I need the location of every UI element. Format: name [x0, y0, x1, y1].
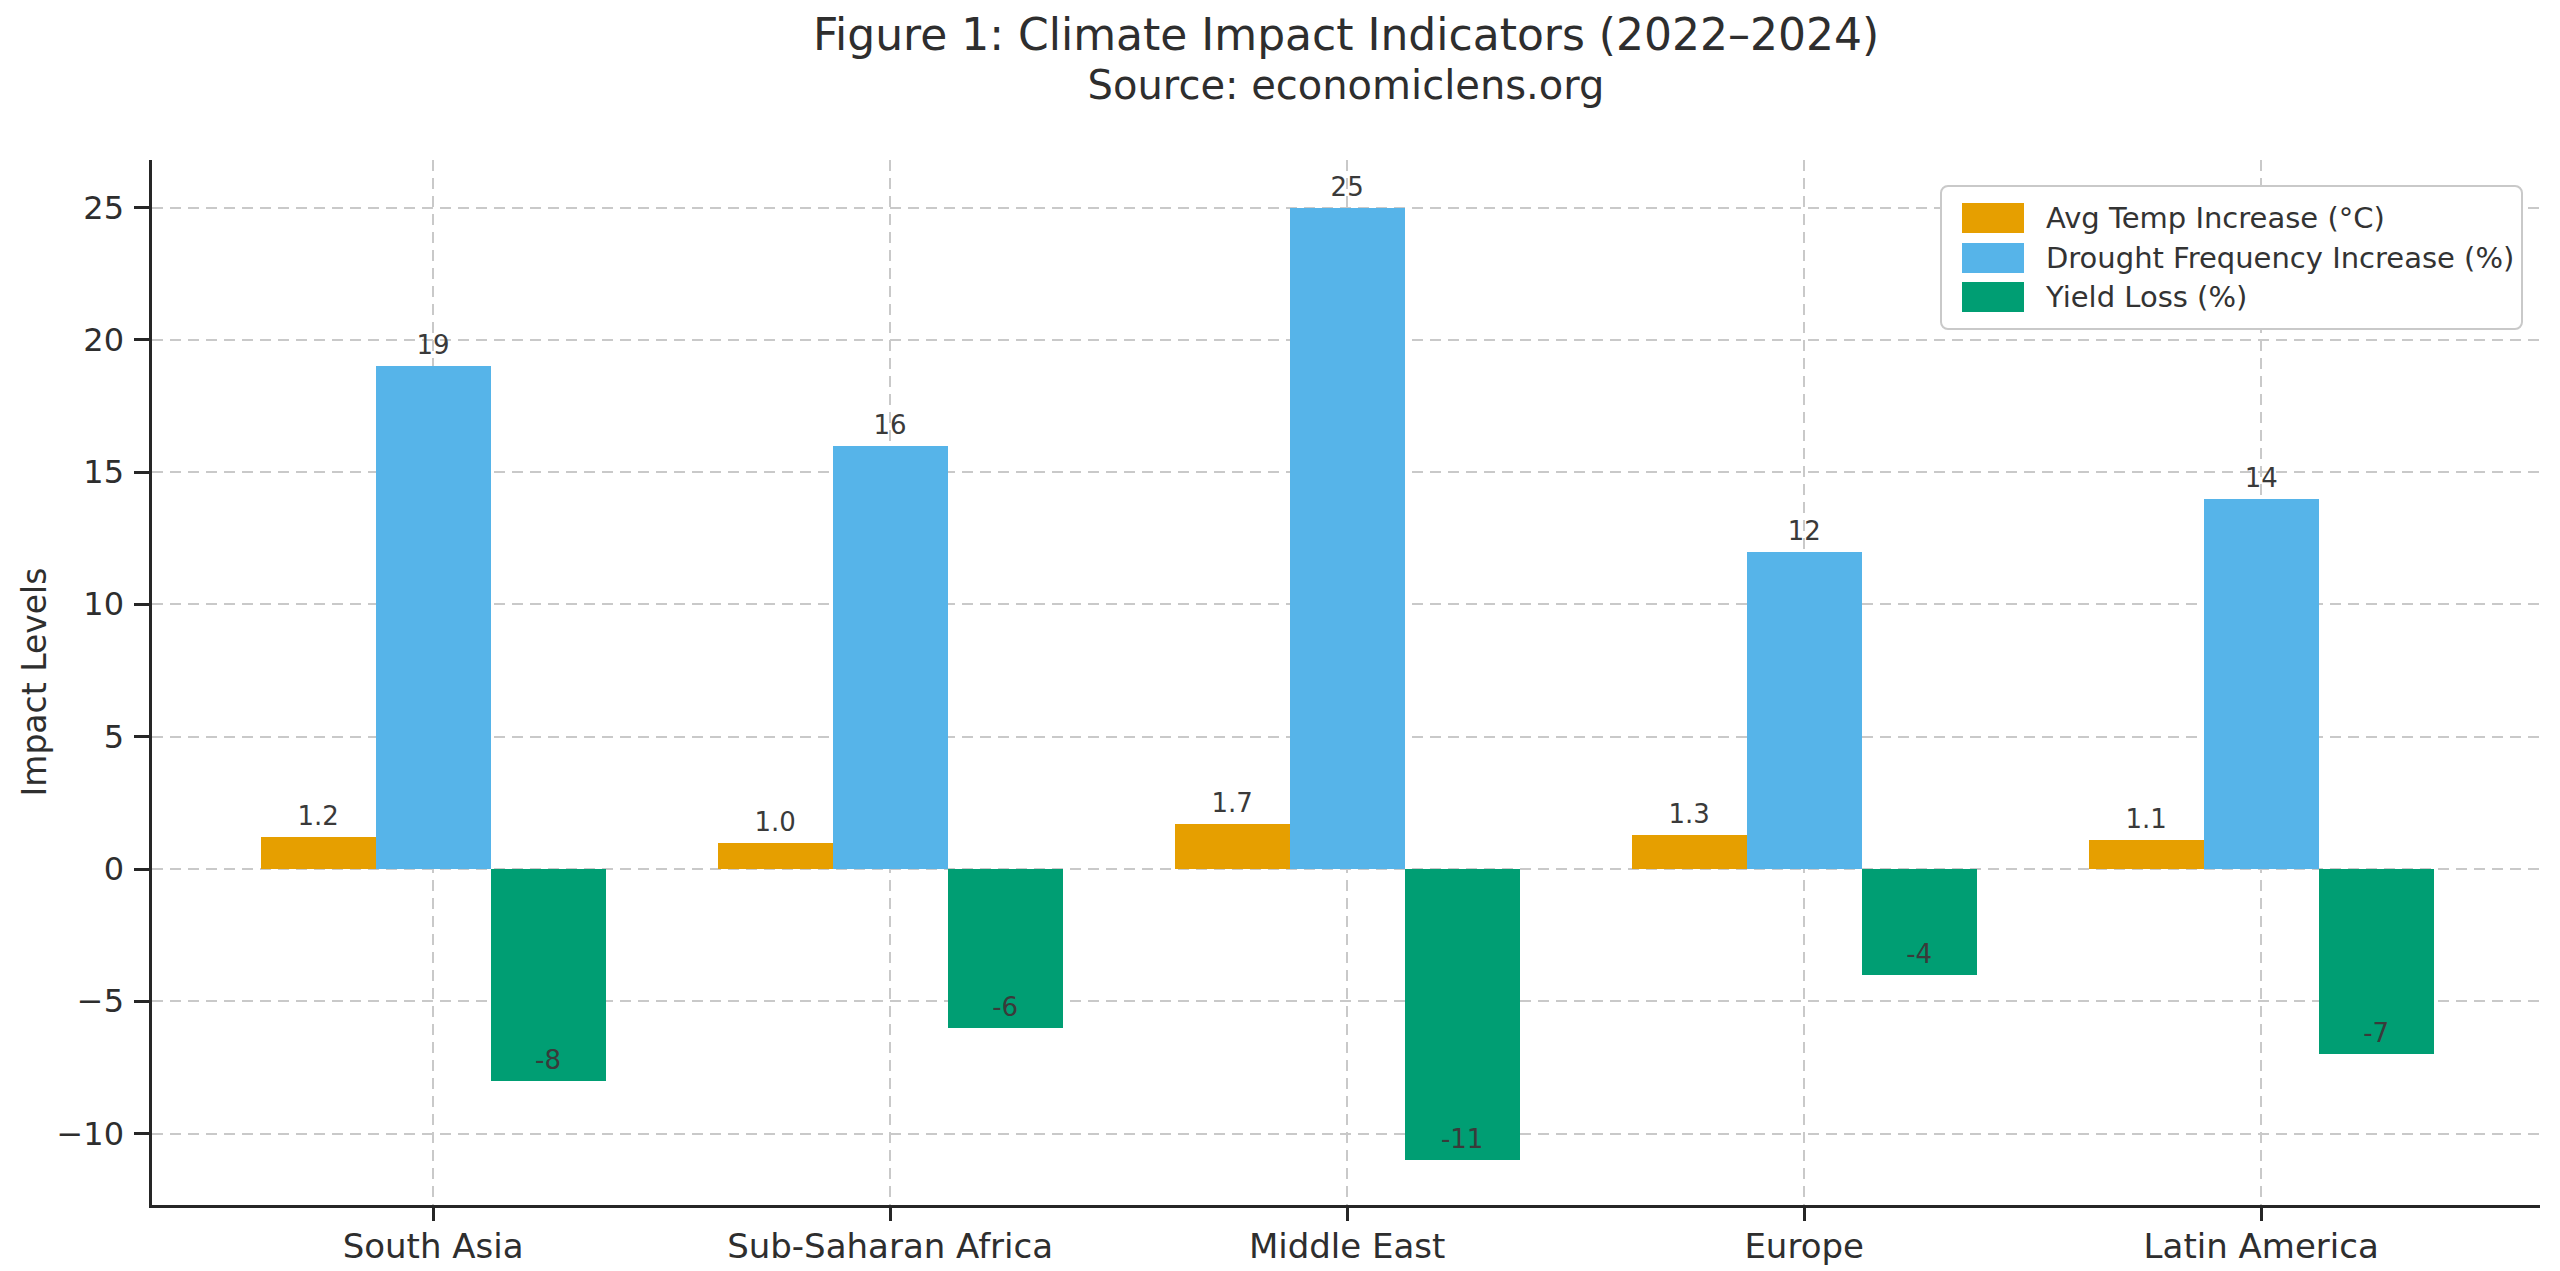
- x-tick-mark: [889, 1208, 892, 1221]
- x-tick-label: Middle East: [1249, 1226, 1445, 1266]
- bar-value-label: -8: [535, 1045, 561, 1075]
- legend: Avg Temp Increase (°C) Drought Frequency …: [1940, 185, 2523, 330]
- bar-drought-frequency-increase: [833, 446, 948, 869]
- y-tick-label: 5: [104, 718, 124, 756]
- bar-value-label: 12: [1788, 516, 1821, 546]
- bar-value-label: -7: [2363, 1018, 2389, 1048]
- y-tick-label: 25: [83, 189, 124, 227]
- y-tick-label: 20: [83, 321, 124, 359]
- y-tick-mark: [134, 868, 149, 871]
- bar-value-label: 14: [2245, 463, 2278, 493]
- x-tick-label: Sub-Saharan Africa: [727, 1226, 1053, 1266]
- legend-row: Avg Temp Increase (°C): [1962, 201, 2501, 235]
- y-tick-mark: [134, 471, 149, 474]
- y-tick-label: −5: [77, 982, 124, 1020]
- x-tick-label: Latin America: [2144, 1226, 2379, 1266]
- bar-avg-temp-increase-c: [261, 837, 376, 869]
- legend-swatch: [1962, 243, 2024, 273]
- legend-row: Yield Loss (%): [1962, 280, 2501, 314]
- bar-value-label: 16: [874, 410, 907, 440]
- bar-drought-frequency-increase: [376, 366, 491, 869]
- y-tick-mark: [134, 1000, 149, 1003]
- chart-subtitle: Source: economiclens.org: [152, 62, 2540, 108]
- bar-value-label: 1.2: [297, 801, 338, 831]
- bar-value-label: 1.1: [2126, 804, 2167, 834]
- legend-row: Drought Frequency Increase (%): [1962, 241, 2501, 275]
- bar-value-label: -6: [992, 992, 1018, 1022]
- legend-swatch: [1962, 282, 2024, 312]
- y-tick-label: 15: [83, 453, 124, 491]
- bar-value-label: -4: [1906, 939, 1932, 969]
- bar-yield-loss: [1405, 869, 1520, 1160]
- y-axis-spine: [149, 160, 152, 1208]
- bar-avg-temp-increase-c: [718, 843, 833, 869]
- y-tick-mark: [134, 206, 149, 209]
- legend-label: Yield Loss (%): [2046, 280, 2247, 314]
- y-tick-mark: [134, 1132, 149, 1135]
- y-tick-mark: [134, 603, 149, 606]
- bar-avg-temp-increase-c: [1632, 835, 1747, 869]
- bar-value-label: 1.3: [1668, 799, 1709, 829]
- x-tick-mark: [2260, 1208, 2263, 1221]
- x-tick-mark: [432, 1208, 435, 1221]
- bar-drought-frequency-increase: [1747, 552, 1862, 869]
- bar-drought-frequency-increase: [2204, 499, 2319, 869]
- bar-avg-temp-increase-c: [2089, 840, 2204, 869]
- bar-drought-frequency-increase: [1290, 208, 1405, 869]
- y-tick-mark: [134, 338, 149, 341]
- y-tick-label: −10: [56, 1115, 124, 1153]
- x-tick-label: Europe: [1744, 1226, 1864, 1266]
- legend-swatch: [1962, 203, 2024, 233]
- x-tick-label: South Asia: [343, 1226, 524, 1266]
- chart-title: Figure 1: Climate Impact Indicators (202…: [152, 10, 2540, 60]
- x-axis-spine: [149, 1205, 2540, 1208]
- legend-label: Avg Temp Increase (°C): [2046, 201, 2385, 235]
- y-axis-label: Impact Levels: [15, 568, 54, 797]
- bar-value-label: -11: [1441, 1124, 1483, 1154]
- y-tick-mark: [134, 735, 149, 738]
- figure: Figure 1: Climate Impact Indicators (202…: [0, 0, 2560, 1271]
- bar-value-label: 1.0: [754, 807, 795, 837]
- bar-avg-temp-increase-c: [1175, 824, 1290, 869]
- x-tick-mark: [1803, 1208, 1806, 1221]
- y-tick-label: 10: [83, 585, 124, 623]
- bar-value-label: 25: [1331, 172, 1364, 202]
- y-tick-label: 0: [104, 850, 124, 888]
- x-tick-mark: [1346, 1208, 1349, 1221]
- bar-value-label: 1.7: [1211, 788, 1252, 818]
- bar-value-label: 19: [417, 330, 450, 360]
- legend-label: Drought Frequency Increase (%): [2046, 241, 2514, 275]
